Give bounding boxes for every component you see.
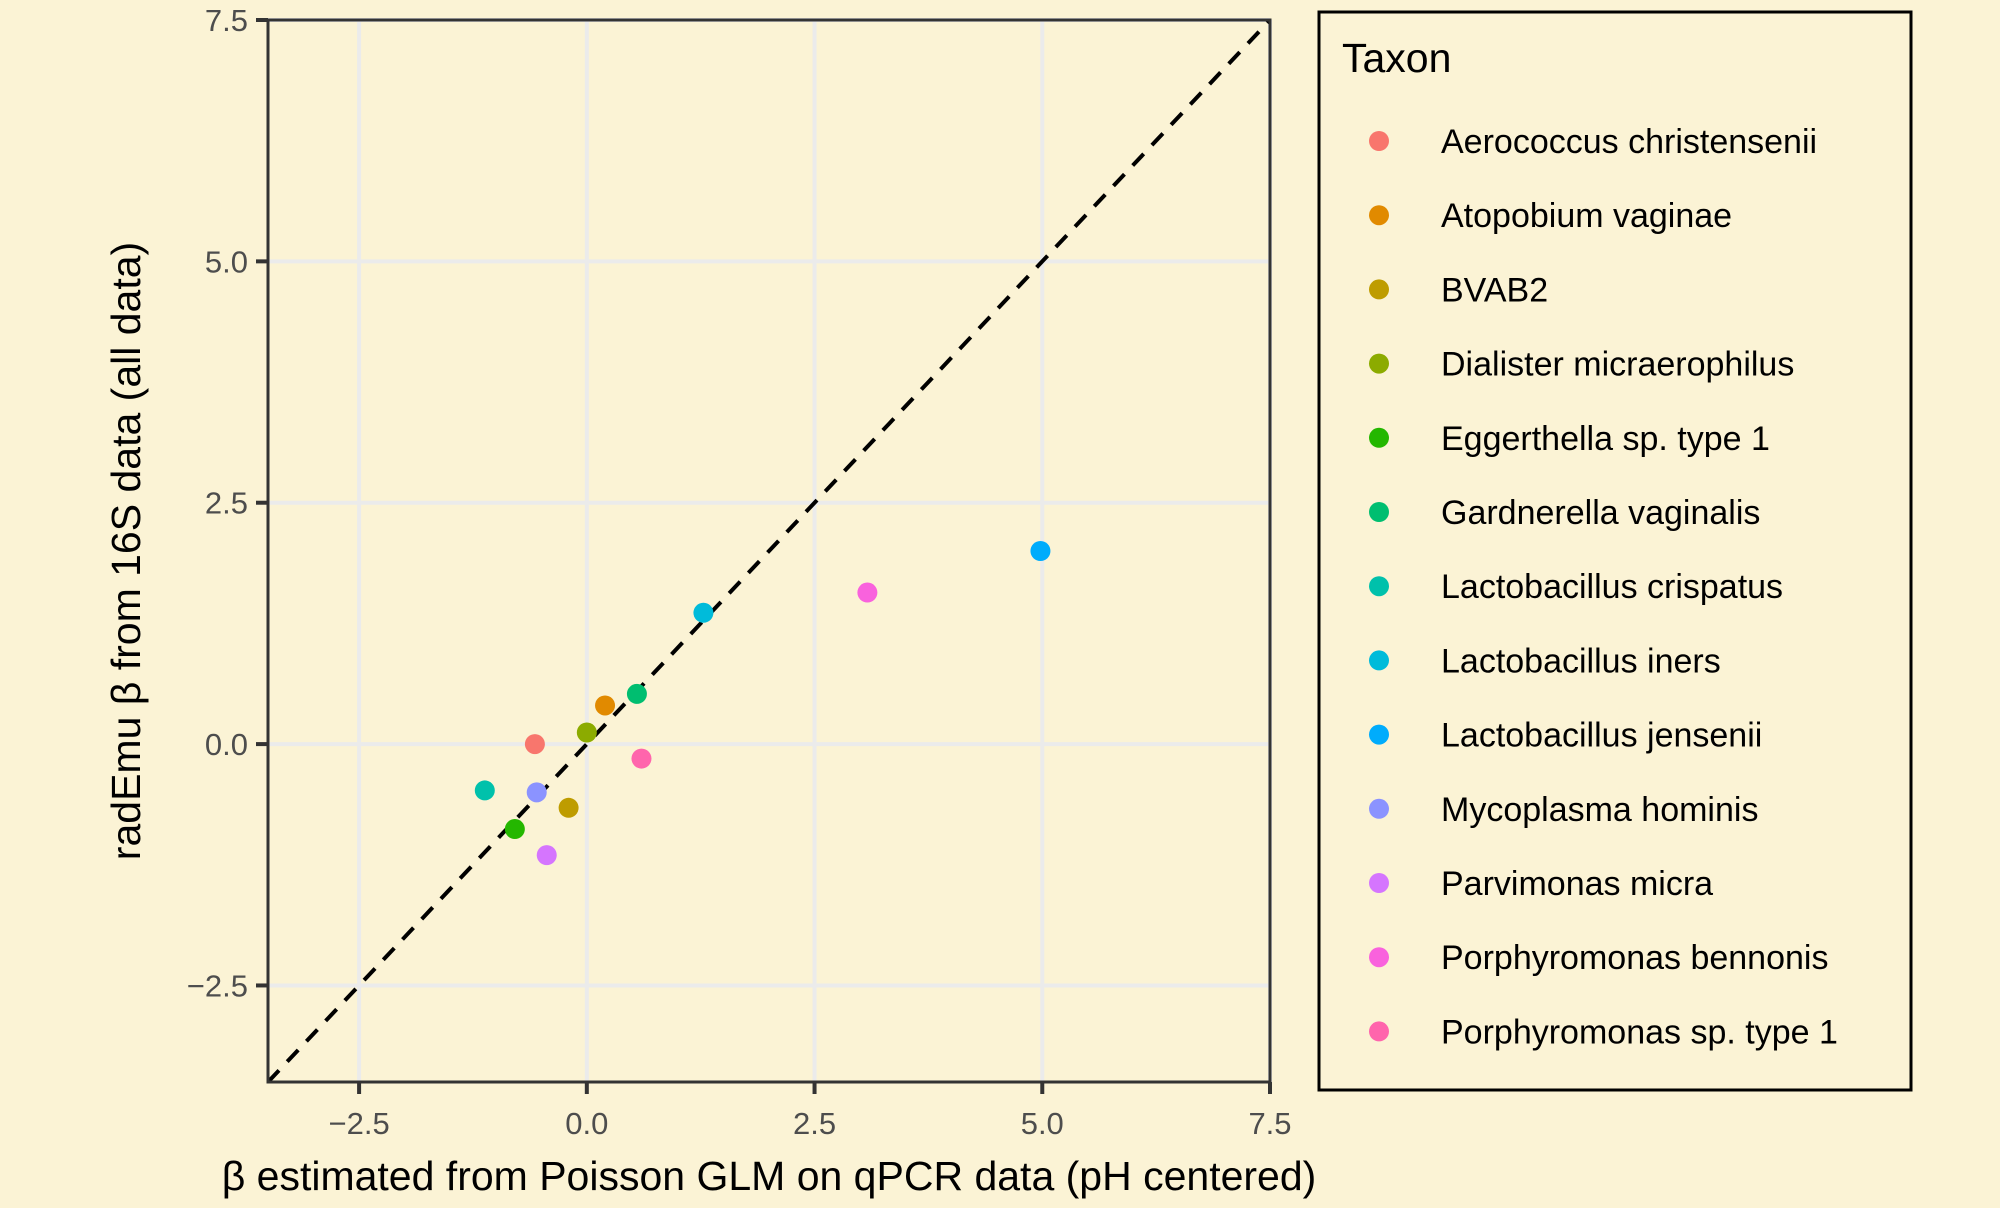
legend-swatch (1369, 873, 1389, 893)
legend-label: Gardnerella vaginalis (1441, 494, 1760, 532)
legend-item: BVAB2 (1369, 271, 1548, 309)
legend-label: Dialister micraerophilus (1441, 346, 1794, 384)
data-point (526, 782, 547, 803)
legend-label: Mycoplasma hominis (1441, 791, 1758, 829)
y-tick-label: 5.0 (205, 244, 248, 279)
legend-item: Porphyromonas bennonis (1369, 939, 1828, 977)
legend-item: Gardnerella vaginalis (1369, 494, 1760, 532)
x-tick-label: 0.0 (565, 1106, 608, 1141)
legend-item: Eggerthella sp. type 1 (1369, 420, 1770, 458)
legend-label: Aerococcus christensenii (1441, 123, 1817, 161)
legend-swatch (1369, 205, 1389, 226)
legend-label: Parvimonas micra (1441, 865, 1713, 903)
legend-swatch (1369, 798, 1389, 819)
legend-label: Atopobium vaginae (1441, 197, 1732, 235)
legend-box (1317, 10, 1913, 1092)
legend-swatch (1369, 502, 1389, 522)
x-axis-ticks: −2.5 0.0 2.5 5.0 7.5 (328, 1082, 1292, 1141)
identity-reference-line (266, 18, 1272, 1084)
legend: Taxon Aerococcus christensenii Atopobium … (1317, 10, 1913, 1092)
data-point (626, 683, 647, 704)
legend-label: BVAB2 (1441, 271, 1548, 309)
x-tick-label: 7.5 (1248, 1106, 1291, 1141)
legend-item: Lactobacillus jensenii (1369, 717, 1762, 755)
legend-label: Porphyromonas sp. type 1 (1441, 1013, 1838, 1051)
legend-item: Aerococcus christensenii (1369, 123, 1817, 161)
x-tick-label: −2.5 (328, 1106, 389, 1141)
data-point (536, 845, 557, 866)
x-tick-label: 2.5 (793, 1106, 836, 1141)
legend-swatch (1369, 353, 1389, 374)
legend-items: Aerococcus christensenii Atopobium vagina… (1369, 123, 1838, 1051)
data-point (595, 695, 616, 716)
legend-item: Parvimonas micra (1369, 865, 1713, 903)
legend-item: Porphyromonas sp. type 1 (1369, 1013, 1838, 1051)
y-axis-ticks: −2.5 0.0 2.5 5.0 7.5 (187, 3, 268, 1003)
data-point (524, 734, 545, 755)
y-tick-label: 2.5 (205, 486, 248, 521)
legend-swatch (1369, 724, 1389, 745)
legend-label: Porphyromonas bennonis (1441, 939, 1828, 977)
legend-swatch (1369, 279, 1389, 300)
data-point (857, 582, 878, 603)
y-axis-title: radEmu β from 16S data (all data) (103, 242, 149, 860)
data-point (1030, 541, 1051, 561)
x-tick-label: 5.0 (1021, 1106, 1064, 1141)
axes (266, 18, 1272, 1084)
legend-swatch (1369, 427, 1389, 448)
legend-item: Lactobacillus iners (1369, 642, 1721, 680)
legend-swatch (1369, 650, 1389, 671)
data-point (504, 819, 525, 840)
data-point (693, 602, 714, 623)
legend-item: Lactobacillus crispatus (1369, 568, 1783, 606)
y-tick-label: −2.5 (187, 968, 248, 1003)
data-point (576, 722, 597, 743)
legend-swatch (1369, 576, 1389, 597)
x-axis-title: β estimated from Poisson GLM on qPCR dat… (222, 1153, 1317, 1199)
data-point (474, 780, 495, 801)
legend-item: Dialister micraerophilus (1369, 346, 1794, 384)
legend-item: Atopobium vaginae (1369, 197, 1732, 235)
data-point (631, 748, 652, 769)
data-points (474, 541, 1051, 866)
legend-swatch (1369, 947, 1389, 968)
legend-swatch (1369, 1021, 1389, 1042)
y-tick-label: 0.0 (205, 727, 248, 762)
legend-label: Eggerthella sp. type 1 (1441, 420, 1770, 458)
y-tick-label: 7.5 (205, 3, 248, 38)
legend-item: Mycoplasma hominis (1369, 791, 1758, 829)
legend-label: Lactobacillus crispatus (1441, 568, 1783, 606)
data-point (558, 797, 579, 818)
plot-panel-border (266, 18, 1272, 1084)
legend-label: Lactobacillus iners (1441, 642, 1721, 680)
legend-label: Lactobacillus jensenii (1441, 717, 1762, 755)
legend-swatch (1369, 131, 1389, 151)
legend-title: Taxon (1342, 35, 1451, 81)
